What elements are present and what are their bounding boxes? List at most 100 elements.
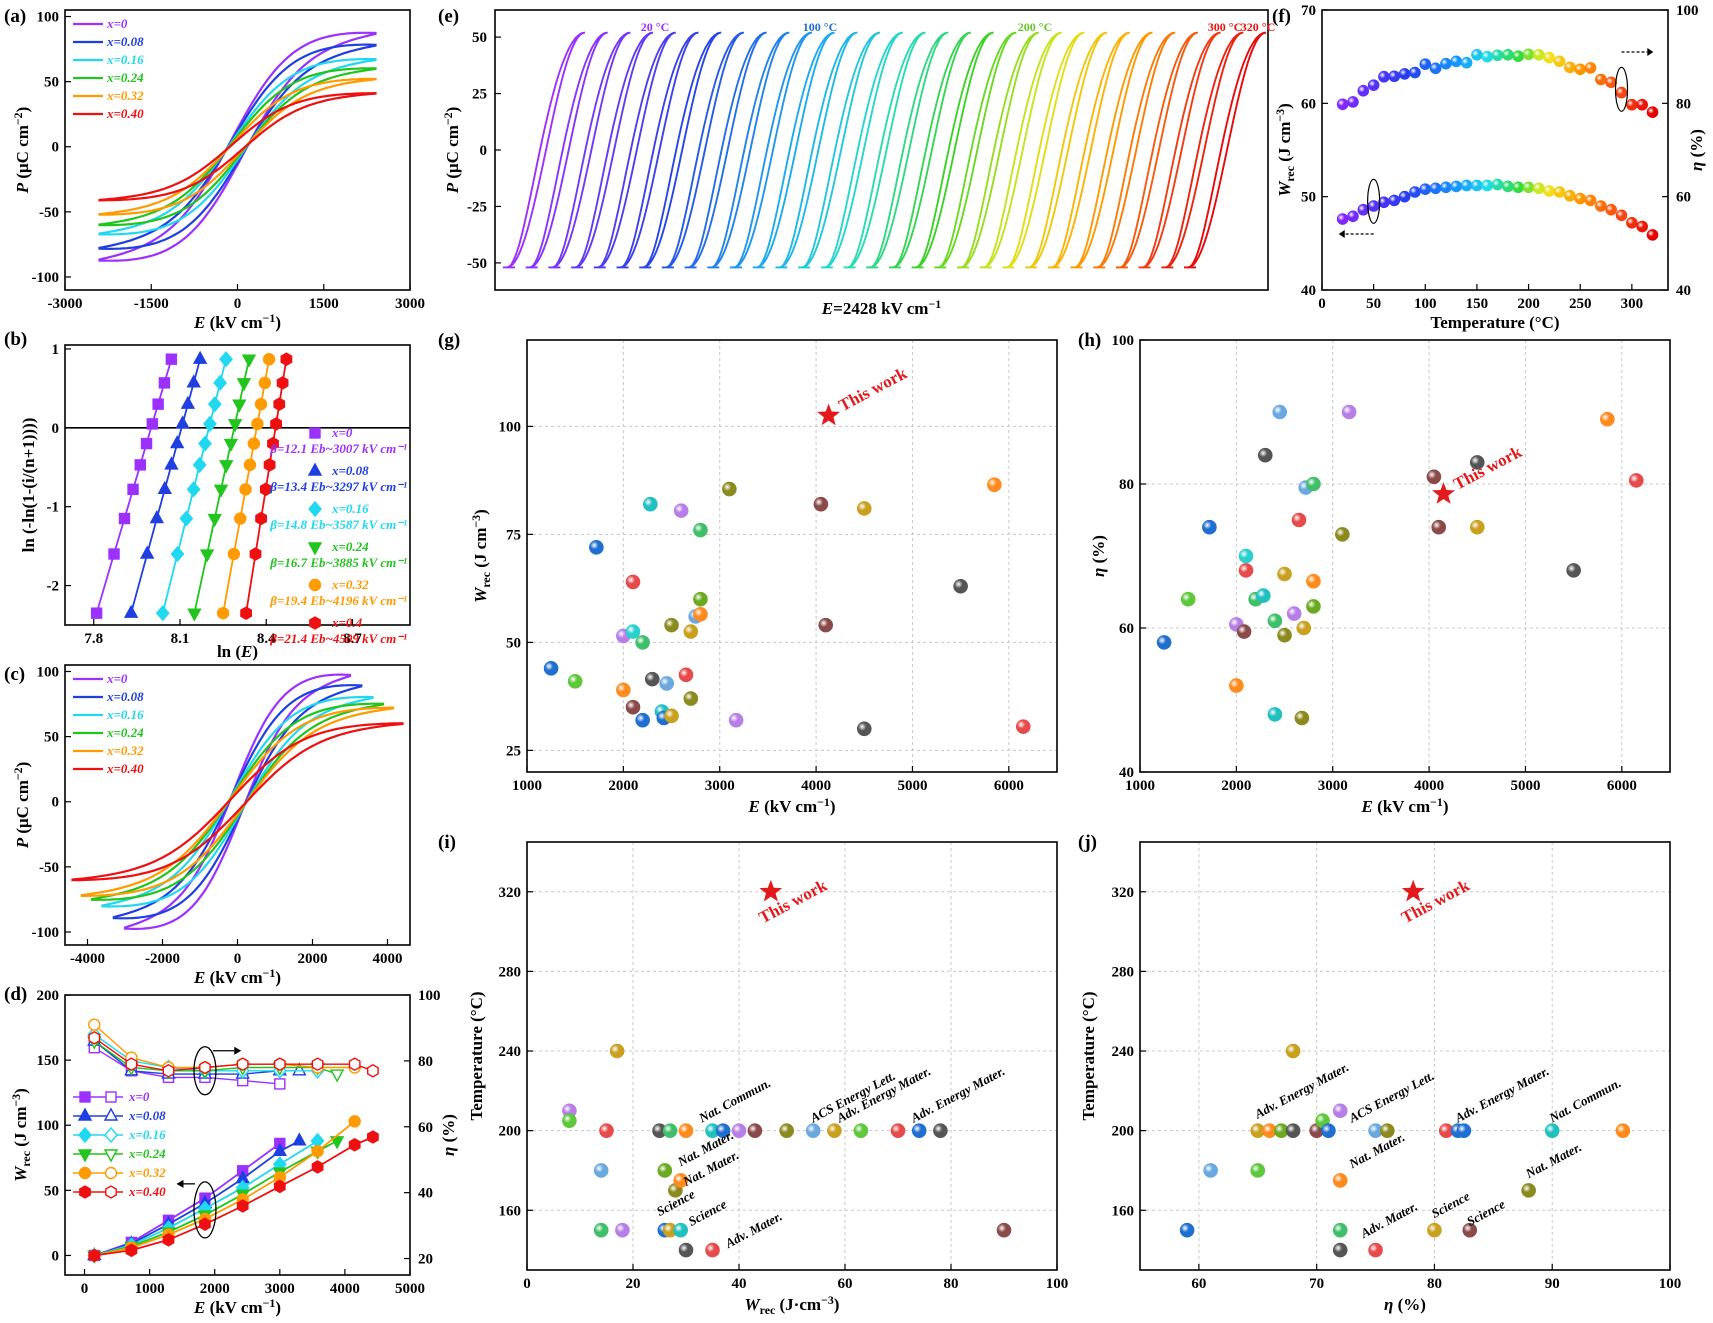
legend-marker xyxy=(78,1126,92,1144)
weibull-point xyxy=(123,604,139,618)
y-tick-label: 100 xyxy=(37,665,60,681)
weibull-point xyxy=(118,512,131,525)
journal-annotation: Nat. Commun. xyxy=(1546,1075,1624,1126)
literature-point xyxy=(673,1222,689,1238)
this-work-label: This work xyxy=(1451,442,1526,494)
wrec-point xyxy=(1347,210,1359,223)
x-tick-label: 50 xyxy=(1366,296,1381,312)
x-tick-label: -2000 xyxy=(145,951,180,967)
x-tick-label: 0 xyxy=(1318,296,1326,312)
pe-loop xyxy=(1051,31,1131,269)
legend-label: x=0.32 xyxy=(331,577,369,592)
eta-point xyxy=(1584,62,1597,74)
eta-point xyxy=(1533,48,1545,61)
literature-point xyxy=(728,712,744,728)
y-axis-label: P (μC cm−2) xyxy=(11,762,32,850)
eta-point xyxy=(1615,86,1628,99)
literature-point xyxy=(987,477,1002,493)
weibull-point xyxy=(216,606,230,620)
eta-point xyxy=(329,1069,345,1083)
temperature-label: 100 °C xyxy=(803,20,837,34)
literature-point xyxy=(1267,613,1283,629)
panel-label: (f) xyxy=(1272,6,1291,27)
legend-stat: β=13.4 Eb~3297 kV cm⁻¹ xyxy=(269,479,407,494)
literature-point xyxy=(747,1123,763,1138)
weibull-point xyxy=(227,419,243,433)
legend-marker xyxy=(104,1126,118,1144)
x-tick-label: 200 xyxy=(1517,296,1540,312)
literature-point xyxy=(1294,710,1310,726)
legend-label: x=0.40 xyxy=(128,1184,166,1199)
legend-stat: β=12.1 Eb~3007 kV cm⁻¹ xyxy=(269,441,407,456)
wrec-point xyxy=(1450,180,1463,193)
legend-marker xyxy=(307,542,323,556)
y-tick-label: 240 xyxy=(499,1044,522,1060)
wrec-point xyxy=(1522,181,1535,194)
journal-annotation: Adv. Mater. xyxy=(1357,1198,1420,1241)
literature-point xyxy=(731,1123,747,1138)
journal-annotation: Adv. Mater. xyxy=(722,1208,785,1251)
x-axis-label: E (kV cm−1) xyxy=(193,966,281,987)
weibull-point xyxy=(243,458,257,472)
literature-point xyxy=(678,1123,694,1138)
eta-point xyxy=(1450,55,1463,68)
y2-tick-label: 60 xyxy=(418,1120,433,1136)
eta-point xyxy=(367,1063,379,1078)
legend-stat: β=16.7 Eb~3885 kV cm⁻¹ xyxy=(269,555,407,570)
plot-frame xyxy=(1139,841,1671,1271)
weibull-point xyxy=(164,456,179,470)
legend-marker xyxy=(77,1149,93,1163)
weibull-point xyxy=(213,484,229,498)
y-tick-label: 40 xyxy=(1301,283,1316,299)
y-tick-label: 100 xyxy=(1112,333,1135,349)
pe-loop xyxy=(915,31,994,269)
x-tick-label: 4000 xyxy=(801,778,831,794)
y-tick-label: -1 xyxy=(47,500,60,516)
eta-point xyxy=(236,1057,249,1072)
x-tick-label: -4000 xyxy=(70,951,105,967)
literature-point xyxy=(1469,519,1485,535)
weibull-point xyxy=(157,480,172,495)
plot-frame xyxy=(1321,9,1669,291)
y-tick-label: 75 xyxy=(506,527,521,543)
weibull-point xyxy=(140,545,155,559)
y-tick-label: 100 xyxy=(37,1118,60,1134)
this-work-star xyxy=(1401,879,1425,902)
eta-point xyxy=(1460,56,1473,69)
x-tick-label: 0 xyxy=(234,951,242,967)
panel-label: (d) xyxy=(4,984,27,1005)
loop-curve xyxy=(101,695,374,908)
literature-point xyxy=(1202,519,1217,535)
eta-point xyxy=(125,1057,138,1072)
y-tick-label: 1 xyxy=(52,342,60,358)
weibull-point xyxy=(186,481,201,498)
x-tick-label: 100 xyxy=(1414,296,1437,312)
panel-label: (a) xyxy=(4,6,26,27)
weibull-point xyxy=(263,458,276,472)
literature-point xyxy=(1332,1242,1348,1258)
loop-curve xyxy=(98,58,377,236)
panel-b: (b) 7.8 8.1 8.4 8.7 -2 -1 0 1 ln (E) ln (-ln(1-(i/… xyxy=(4,329,411,661)
y-tick-label: -25 xyxy=(467,199,487,215)
temperature-label: 300 °C xyxy=(1208,20,1242,34)
pe-loop xyxy=(529,31,608,269)
legend-label: x=0.32 xyxy=(106,88,144,103)
x-axis-label: E (kV cm−1) xyxy=(193,311,281,332)
x-tick-label: 1000 xyxy=(512,778,542,794)
eta-point xyxy=(88,1030,101,1045)
eta-point xyxy=(199,1060,211,1075)
weibull-point xyxy=(276,376,289,390)
literature-point xyxy=(662,1123,678,1138)
literature-point xyxy=(562,1113,577,1128)
eta-point xyxy=(274,1078,286,1090)
y-tick-label: -50 xyxy=(39,860,59,876)
literature-point xyxy=(625,624,641,639)
legend-label: x=0.16 xyxy=(331,501,369,516)
y-tick-label: 40 xyxy=(1119,765,1134,781)
y-tick-label: 0 xyxy=(52,1248,60,1264)
eta-point xyxy=(1605,76,1617,89)
eta-point xyxy=(1336,98,1349,111)
eta-point xyxy=(1471,48,1483,61)
pe-loop xyxy=(1142,31,1221,269)
